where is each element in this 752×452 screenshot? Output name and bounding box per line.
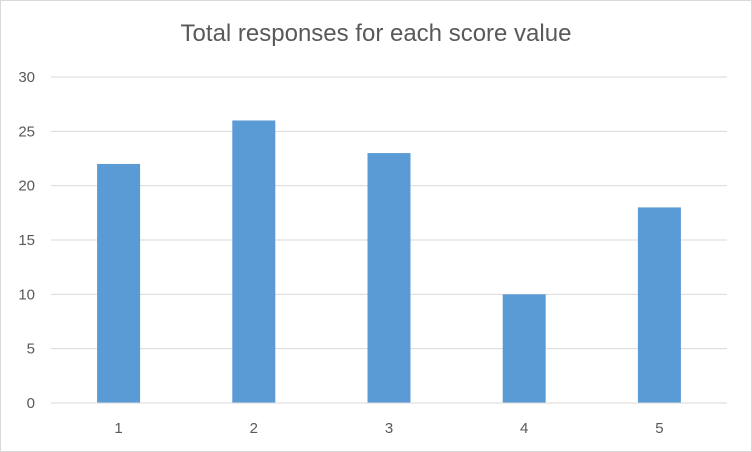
- y-tick-label: 30: [18, 69, 35, 86]
- y-tick-label: 15: [18, 232, 35, 249]
- x-tick-label: 4: [520, 420, 528, 437]
- bar-2: [232, 120, 276, 403]
- x-axis-tick-labels: 1 2 3 4 5: [114, 420, 663, 437]
- x-tick-label: 5: [655, 420, 663, 437]
- y-tick-label: 5: [27, 341, 35, 358]
- y-tick-label: 10: [18, 286, 35, 303]
- y-axis-tick-labels: 0 5 10 15 20 25 30: [18, 69, 35, 412]
- y-tick-label: 0: [27, 395, 35, 412]
- x-tick-label: 1: [114, 420, 122, 437]
- bars: [97, 120, 681, 403]
- y-tick-label: 20: [18, 178, 35, 195]
- chart-title: Total responses for each score value: [180, 20, 572, 47]
- bar-5: [637, 207, 681, 403]
- y-tick-label: 25: [18, 123, 35, 140]
- x-tick-label: 3: [385, 420, 393, 437]
- bar-3: [367, 153, 411, 403]
- bar-4: [502, 294, 546, 403]
- bar-1: [97, 163, 141, 403]
- x-tick-label: 2: [250, 420, 258, 437]
